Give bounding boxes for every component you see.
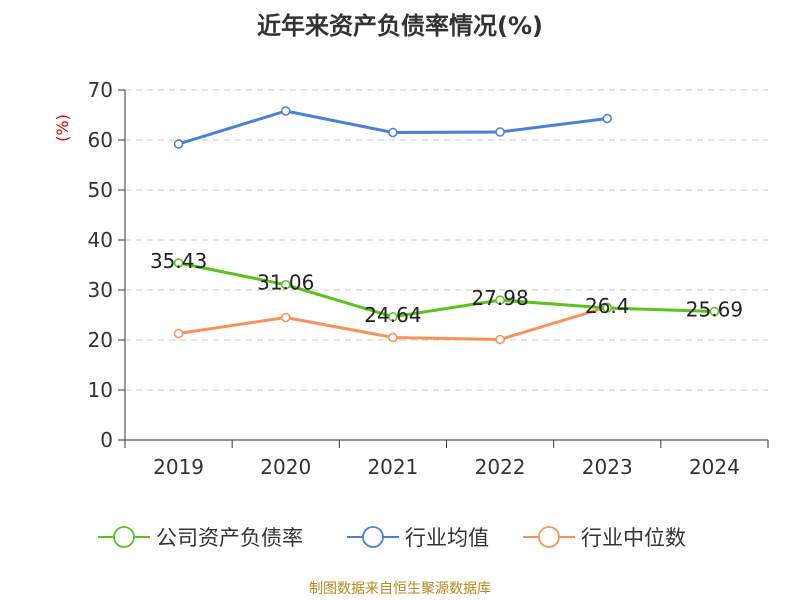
- data-point: [388, 312, 398, 322]
- data-point: [281, 312, 291, 323]
- x-tick-label: 2024: [689, 455, 740, 479]
- data-point: [173, 258, 184, 268]
- data-point: [709, 306, 720, 317]
- chart-title: 近年来资产负债率情况(%): [257, 12, 543, 40]
- x-tick-label: 2023: [582, 455, 633, 479]
- data-point: [495, 127, 505, 137]
- axes: 0 10 20 30 40 50 60 70 2019 2020 2021 2022 2023 2024 (…: [53, 78, 769, 479]
- y-tick-label: 20: [88, 328, 113, 352]
- data-point: [495, 295, 505, 305]
- x-tick-label: 2021: [367, 455, 418, 479]
- data-point: [602, 303, 612, 313]
- series-lines: [173, 106, 720, 345]
- data-point: [281, 279, 291, 290]
- legend-marker: [362, 526, 384, 548]
- data-point: [173, 328, 184, 339]
- data-point: [281, 106, 291, 116]
- data-point: [495, 334, 505, 345]
- series-line: [178, 261, 715, 319]
- data-point: [602, 113, 612, 124]
- legend-label: 行业中位数: [581, 526, 686, 550]
- legend-label: 公司资产负债率: [156, 526, 303, 550]
- data-label: 25.69: [686, 298, 743, 322]
- x-tick-label: 2019: [153, 455, 204, 479]
- data-label: 35.43: [150, 249, 207, 273]
- x-tick-label: 2022: [475, 455, 526, 479]
- y-tick-label: 50: [88, 178, 113, 202]
- legend: 公司资产负债率 行业均值 行业中位数: [98, 526, 686, 550]
- data-label: 26.4: [585, 294, 630, 318]
- source-note: 制图数据来自恒生聚源数据库: [309, 581, 491, 597]
- y-tick-label: 0: [100, 428, 113, 452]
- legend-marker: [113, 526, 135, 548]
- x-tick-label: 2020: [260, 455, 311, 479]
- y-tick-label: 30: [88, 278, 113, 302]
- y-tick-label: 70: [88, 78, 113, 102]
- legend-marker: [538, 526, 560, 548]
- series-line: [178, 109, 608, 146]
- data-point: [388, 127, 398, 138]
- data-labels: 35.43 31.06 24.64 27.98 26.4 25.69: [150, 249, 743, 327]
- data-label: 24.64: [364, 303, 421, 327]
- data-label: 27.98: [471, 286, 528, 310]
- data-point: [173, 139, 184, 149]
- y-axis-label: (%): [53, 114, 72, 142]
- y-tick-label: 10: [88, 378, 113, 402]
- legend-label: 行业均值: [405, 526, 489, 550]
- y-tick-label: 40: [88, 228, 113, 252]
- data-point: [388, 332, 398, 343]
- y-tick-label: 60: [88, 128, 113, 152]
- data-label: 31.06: [257, 271, 314, 295]
- grid-lines: [125, 89, 768, 391]
